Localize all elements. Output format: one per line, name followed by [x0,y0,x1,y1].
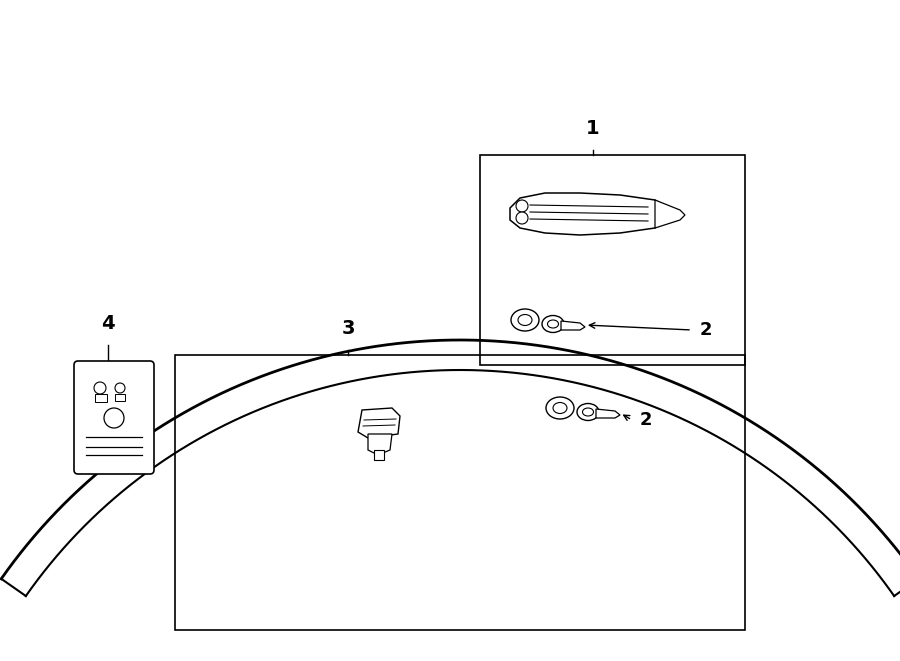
Ellipse shape [553,403,567,414]
Polygon shape [358,408,400,438]
Bar [480,155,745,365]
Circle shape [516,200,528,212]
Ellipse shape [518,315,532,325]
Polygon shape [655,200,685,228]
Text: 2: 2 [640,411,652,429]
Ellipse shape [511,309,539,331]
Polygon shape [561,321,585,330]
Bar [115,394,125,401]
FancyBboxPatch shape [74,361,154,474]
Circle shape [94,382,106,394]
Ellipse shape [546,397,574,419]
Circle shape [115,383,125,393]
Text: 4: 4 [101,314,115,333]
Ellipse shape [577,403,599,420]
Polygon shape [374,450,384,460]
Text: 1: 1 [586,119,599,138]
Ellipse shape [582,408,593,416]
Ellipse shape [547,320,559,328]
Ellipse shape [542,315,564,332]
Polygon shape [368,434,392,455]
Polygon shape [596,409,620,418]
Text: 2: 2 [700,321,713,339]
Polygon shape [510,193,668,235]
Text: 3: 3 [341,319,355,338]
Bar [175,355,745,630]
Circle shape [104,408,124,428]
Circle shape [516,212,528,224]
Bar [95,394,107,402]
